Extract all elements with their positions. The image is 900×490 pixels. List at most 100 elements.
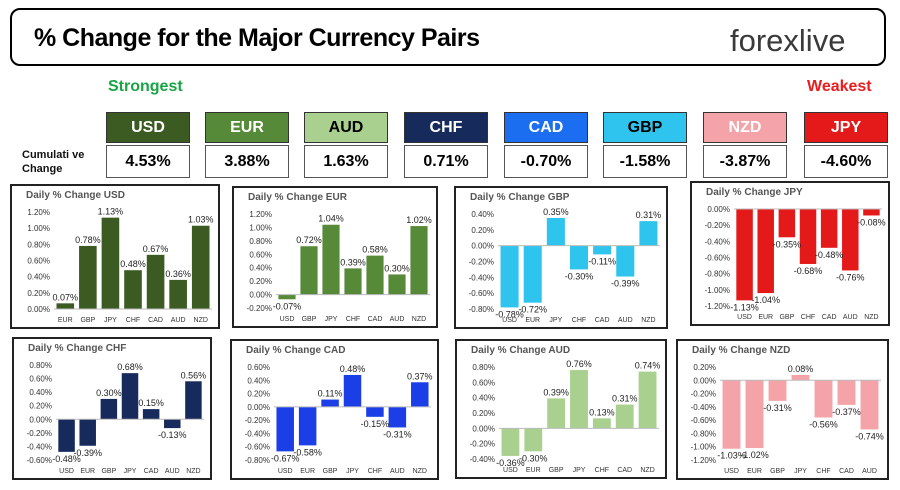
y-tick-label: 0.60% xyxy=(247,363,270,372)
cumulative-value: -1.58% xyxy=(603,145,687,178)
data-label: -0.48% xyxy=(815,250,844,260)
data-label: -0.58% xyxy=(293,447,322,457)
chart-panel-5: Daily % Change CHF -0.60% -0.40% -0.20% 0.00… xyxy=(12,337,212,480)
x-tick-label: GBP xyxy=(549,467,564,474)
x-tick-label: EUR xyxy=(525,317,540,324)
x-tick-label: JPY xyxy=(124,468,137,475)
bar xyxy=(101,217,120,309)
data-label: -0.35% xyxy=(773,239,802,249)
y-tick-label: -0.20% xyxy=(469,258,494,267)
data-label: -1.04% xyxy=(751,295,780,305)
y-tick-label: 1.20% xyxy=(27,208,50,217)
x-tick-label: AUD xyxy=(165,468,180,475)
x-tick-label: NZD xyxy=(640,467,654,474)
x-tick-label: JPY xyxy=(346,468,359,475)
currency-code: EUR xyxy=(205,112,289,143)
x-tick-label: JPY xyxy=(573,467,586,474)
y-tick-label: -0.60% xyxy=(245,443,270,452)
data-label: -0.30% xyxy=(519,453,548,463)
bar xyxy=(169,279,187,309)
chart-svg: -0.60% -0.40% -0.20% 0.00% 0.20% 0.40% 0.60% 0.… xyxy=(27,361,207,475)
data-label: -0.07% xyxy=(273,301,302,311)
bar xyxy=(616,245,635,277)
bar xyxy=(388,274,406,295)
cumulative-label-line1: Cumulati ve xyxy=(22,149,85,161)
chart-svg: -0.20% 0.00% 0.20% 0.40% 0.60% 0.80% 1.00% 1.20… xyxy=(247,210,432,323)
y-tick-label: -0.20% xyxy=(705,221,730,230)
chart-svg: -1.20% -1.00% -0.80% -0.60% -0.40% -0.20% 0.00… xyxy=(691,363,884,475)
cumulative-value: 4.53% xyxy=(106,145,190,178)
data-label: 0.35% xyxy=(543,207,569,217)
data-label: 1.02% xyxy=(406,215,432,225)
cumulative-value: -4.60% xyxy=(804,145,888,178)
data-label: 0.31% xyxy=(636,210,662,220)
data-label: 0.37% xyxy=(407,371,433,381)
cumulative-value: 0.71% xyxy=(404,145,488,178)
x-tick-label: CAD xyxy=(839,468,854,475)
chart-svg: -0.40% -0.20% 0.00% 0.20% 0.40% 0.60% 0.80% -0.… xyxy=(470,359,661,474)
data-label: 0.58% xyxy=(362,245,388,255)
x-tick-label: EUR xyxy=(526,467,541,474)
logo-graphic: forexlive xyxy=(730,23,845,58)
x-tick-label: EUR xyxy=(747,468,762,475)
chart-panel-1: Daily % Change USD 0.00% 0.20% 0.40% 0.60% 0.… xyxy=(10,184,220,329)
bar xyxy=(411,382,429,407)
y-tick-label: -0.40% xyxy=(469,273,494,282)
data-label: 0.30% xyxy=(384,263,410,273)
bar xyxy=(278,294,296,300)
bar xyxy=(860,380,879,430)
y-tick-label: -0.40% xyxy=(470,455,495,464)
bar xyxy=(124,270,142,309)
bar xyxy=(142,409,160,420)
data-label: -0.15% xyxy=(361,419,390,429)
x-tick-label: GBP xyxy=(323,468,338,475)
cumulative-change-label: Cumulati ve Change xyxy=(22,148,102,176)
chart-title: Daily % Change EUR xyxy=(248,192,347,203)
y-tick-label: 0.20% xyxy=(29,402,52,411)
chart-panel-3: Daily % Change GBP -0.80% -0.60% -0.40% -0.2… xyxy=(454,186,668,329)
bar xyxy=(547,398,566,429)
data-label: -0.56% xyxy=(809,419,838,429)
bar xyxy=(842,209,859,271)
y-tick-label: -0.20% xyxy=(470,440,495,449)
chart-panel-4: Daily % Change JPY -1.20% -1.00% -0.80% -0.6… xyxy=(690,181,890,326)
chart-panel-6: Daily % Change CAD -0.80% -0.60% -0.40% -0.2… xyxy=(230,339,439,480)
bar xyxy=(639,221,658,246)
y-tick-label: 0.00% xyxy=(472,424,495,433)
x-tick-label: NZD xyxy=(641,317,655,324)
strongest-label: Strongest xyxy=(108,78,183,95)
bar xyxy=(615,404,634,429)
y-tick-label: -1.00% xyxy=(705,286,730,295)
y-tick-label: 0.60% xyxy=(472,378,495,387)
data-label: 0.39% xyxy=(543,387,569,397)
page-title: % Change for the Major Currency Pairs xyxy=(34,24,480,52)
y-tick-label: -0.60% xyxy=(469,289,494,298)
bar xyxy=(501,428,520,456)
y-tick-label: 0.00% xyxy=(471,242,494,251)
x-tick-label: USD xyxy=(502,317,517,324)
x-tick-label: NZD xyxy=(194,317,208,324)
data-label: 0.72% xyxy=(296,235,322,245)
chart-panel-7: Daily % Change AUD -0.40% -0.20% 0.00% 0.20%… xyxy=(455,339,667,479)
data-label: -0.30% xyxy=(565,271,594,281)
y-tick-label: -1.00% xyxy=(691,443,716,452)
currency-code: CHF xyxy=(404,112,488,143)
bar xyxy=(185,381,202,420)
y-tick-label: -0.40% xyxy=(705,237,730,246)
currency-summary-jpy: JPY -4.60% xyxy=(804,112,888,178)
bar xyxy=(321,399,339,407)
cumulative-value: -3.87% xyxy=(703,145,787,178)
x-tick-label: GBP xyxy=(302,316,317,323)
data-label: 0.67% xyxy=(143,244,169,254)
bar xyxy=(863,209,880,216)
data-label: -0.36% xyxy=(496,458,525,468)
x-tick-label: EUR xyxy=(58,317,73,324)
data-label: -0.76% xyxy=(836,272,865,282)
x-tick-label: AUD xyxy=(390,468,405,475)
y-tick-label: 1.20% xyxy=(249,210,272,219)
bar xyxy=(191,225,210,309)
chart-title: Daily % Change USD xyxy=(26,190,125,201)
bar xyxy=(121,373,139,420)
x-tick-label: CAD xyxy=(144,468,159,475)
bar xyxy=(322,224,340,295)
